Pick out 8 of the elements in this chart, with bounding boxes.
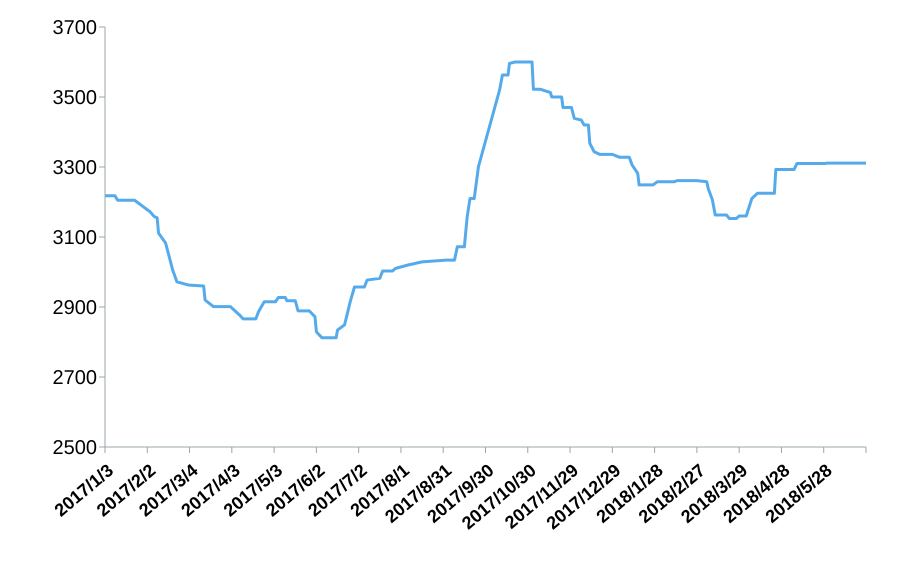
y-tick-label: 2700	[52, 367, 97, 390]
y-tick-label: 3100	[52, 227, 97, 250]
y-tick-label: 2500	[52, 437, 97, 460]
line-series	[105, 60, 866, 340]
y-tick-label: 2900	[52, 297, 97, 320]
y-tick-label: 3300	[52, 157, 97, 180]
y-tick-label: 3700	[52, 17, 97, 40]
y-tick-label: 3500	[52, 87, 97, 110]
